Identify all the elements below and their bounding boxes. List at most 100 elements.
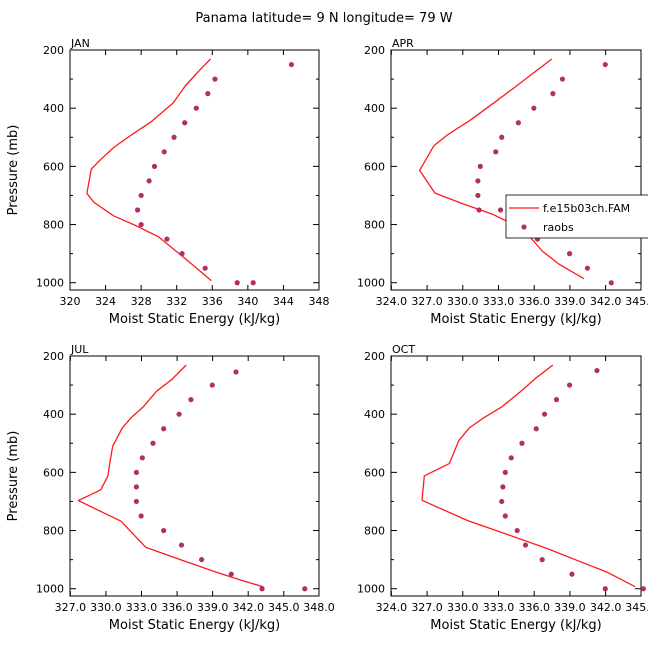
panel-oct: OCT 324.0 327.0 330.0 333.0 336.0 339.0 342.0 34… <box>357 343 648 633</box>
y-tick-label-apr: 200 <box>364 44 385 57</box>
obs-point-oct <box>594 367 600 374</box>
obs-point-jul <box>233 369 239 375</box>
obs-point-oct <box>514 527 520 534</box>
x-tick-label-jul: 327.0 <box>55 601 87 614</box>
obs-point-jul <box>133 484 139 490</box>
x-tick-label-oct: 336.0 <box>518 601 550 614</box>
obs-point-apr <box>566 251 573 257</box>
obs-point-oct <box>502 513 508 519</box>
legend-obs-point-swatch <box>521 224 527 230</box>
legend: f.e15b03ch.FAM raobs <box>505 194 648 239</box>
y-tick-label-oct: 400 <box>364 408 385 421</box>
obs-point-jul <box>228 571 234 577</box>
y-tick-label-jan: 600 <box>43 160 64 173</box>
obs-point-oct <box>566 382 573 388</box>
obs-point-jan <box>151 163 158 169</box>
obs-point-jan <box>134 207 141 213</box>
obs-point-oct <box>500 484 506 490</box>
obs-point-jan <box>138 221 144 228</box>
x-tick-label-oct: 345.0 <box>625 601 648 614</box>
x-tick-label-jan: 320 <box>60 295 81 308</box>
x-tick-label-apr: 342.0 <box>590 295 622 308</box>
obs-point-jul <box>188 397 194 403</box>
x-tick-label-jul: 333.0 <box>126 601 158 614</box>
obs-point-jan <box>171 134 177 140</box>
obs-point-jul <box>209 382 215 388</box>
obs-point-oct <box>502 469 508 475</box>
y-tick-label-jul: 200 <box>43 350 64 363</box>
x-tick-label-jan: 324 <box>95 295 116 308</box>
y-tick-label-oct: 1000 <box>357 583 385 596</box>
y-tick-label-jan: 800 <box>43 219 64 232</box>
obs-point-oct <box>499 498 505 505</box>
x-tick-label-jan: 348 <box>309 295 330 308</box>
obs-point-jul <box>302 586 308 592</box>
x-tick-label-oct: 327.0 <box>411 601 443 614</box>
model-line-oct <box>421 364 636 588</box>
obs-point-oct <box>539 557 545 563</box>
obs-point-jul <box>178 542 185 548</box>
obs-point-oct <box>640 586 646 592</box>
obs-point-jul <box>199 557 205 563</box>
x-tick-label-apr: 345.0 <box>625 295 648 308</box>
y-tick-label-apr: 800 <box>364 219 385 232</box>
panel-title-apr: APR <box>392 37 414 50</box>
x-tick-label-jan: 332 <box>166 295 187 308</box>
x-tick-label-apr: 327.0 <box>411 295 443 308</box>
plot-frame-oct <box>390 355 642 597</box>
obs-point-jan <box>138 192 144 199</box>
model-line-apr <box>418 58 585 280</box>
x-axis-label-jul: Moist Static Energy (kJ/kg) <box>109 618 280 633</box>
obs-point-apr <box>499 134 505 140</box>
x-tick-label-jan: 344 <box>273 295 294 308</box>
obs-point-apr <box>531 105 537 111</box>
obs-point-jan <box>250 280 256 286</box>
x-tick-label-jan: 336 <box>202 295 223 308</box>
obs-point-apr <box>475 192 481 199</box>
x-tick-label-jan: 328 <box>131 295 152 308</box>
x-tick-label-oct: 333.0 <box>483 601 515 614</box>
obs-point-apr <box>515 120 521 126</box>
obs-point-oct <box>541 411 548 417</box>
x-tick-label-oct: 339.0 <box>554 601 586 614</box>
obs-point-jul <box>133 469 139 475</box>
y-tick-label-oct: 600 <box>364 466 385 479</box>
obs-point-jan <box>164 236 170 242</box>
legend-obs-label: raobs <box>543 221 574 234</box>
obs-point-apr <box>493 149 499 155</box>
obs-point-jul <box>259 586 265 592</box>
y-tick-label-apr: 1000 <box>357 277 385 290</box>
obs-point-jul <box>161 527 167 534</box>
obs-point-apr <box>608 280 614 286</box>
legend-box <box>505 194 648 239</box>
obs-point-jul <box>133 498 139 505</box>
obs-point-oct <box>519 440 525 446</box>
x-tick-label-oct: 324.0 <box>376 601 408 614</box>
obs-point-apr <box>475 178 481 184</box>
figure-title: Panama latitude= 9 N longitude= 79 W <box>195 11 452 26</box>
obs-point-apr <box>602 61 608 68</box>
obs-point-oct <box>533 426 539 432</box>
obs-point-apr <box>550 91 556 97</box>
y-tick-label-jul: 600 <box>43 466 64 479</box>
y-tick-label-jan: 200 <box>43 44 64 57</box>
x-tick-label-apr: 336.0 <box>518 295 550 308</box>
obs-point-jan <box>182 120 188 126</box>
obs-point-oct <box>508 455 514 461</box>
obs-point-apr <box>584 265 591 271</box>
x-tick-label-jul: 339.0 <box>197 601 229 614</box>
plot-frame-jan <box>69 49 320 291</box>
obs-point-jul <box>150 440 156 446</box>
y-tick-label-jul: 1000 <box>36 583 64 596</box>
y-tick-label-jul: 800 <box>43 525 64 538</box>
obs-point-jul <box>138 513 144 519</box>
panel-title-oct: OCT <box>392 343 415 356</box>
obs-point-jan <box>234 280 240 286</box>
obs-point-oct <box>602 586 608 592</box>
panel-jan: JAN 320 324 328 332 336 340 344 348 200 400 600 800 1… <box>6 37 330 327</box>
y-tick-label-oct: 200 <box>364 350 385 363</box>
x-axis-label-jan: Moist Static Energy (kJ/kg) <box>109 312 280 327</box>
obs-point-apr <box>477 163 483 169</box>
y-tick-label-jan: 1000 <box>36 277 64 290</box>
x-tick-label-oct: 342.0 <box>590 601 622 614</box>
